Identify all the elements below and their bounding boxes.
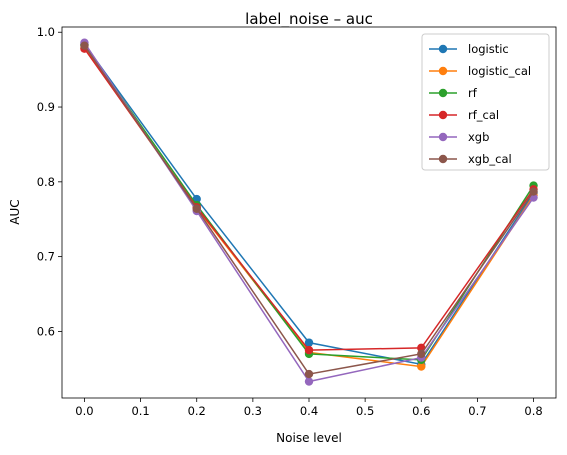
legend-item: rf_cal [429,108,499,122]
legend-swatch-marker [438,44,448,54]
legend-swatch-marker [438,154,448,164]
legend-label: xgb_cal [468,152,512,166]
legend-item: logistic [429,42,509,56]
legend-frame [421,33,550,171]
legend-swatch-marker [438,66,448,76]
legend-label: logistic_cal [468,64,531,78]
x-axis-ticks: 0.0 0.1 0.2 0.3 0.4 0.5 0.6 0.7 0.8 [75,398,543,418]
legend-item: xgb [429,130,489,144]
y-tick-label: 0.7 [37,250,55,264]
data-point [304,369,314,379]
chart-title: label_noise – auc [245,10,373,29]
legend-item: rf [429,86,478,100]
x-tick-label: 0.3 [244,404,262,418]
x-tick-label: 0.5 [356,404,374,418]
legend-swatch-marker [438,110,448,120]
data-point [417,362,426,371]
legend-item: xgb_cal [429,152,512,166]
x-tick-label: 0.4 [300,404,318,418]
x-tick-label: 0.0 [75,404,93,418]
legend-swatch-marker [438,132,448,142]
legend-label: rf_cal [468,108,499,122]
legend-label: xgb [468,130,489,144]
x-tick-label: 0.7 [468,404,486,418]
legend-label: rf [468,86,478,100]
x-tick-label: 0.8 [524,404,542,418]
y-tick-label: 0.8 [37,175,55,189]
data-point [304,338,314,347]
legend-label: logistic [468,42,509,56]
series-xgb_cal [80,41,538,379]
y-axis-ticks: 0.6 0.7 0.8 0.9 1.0 [37,25,62,338]
data-point [80,41,89,50]
data-point [304,377,314,386]
data-point [529,187,538,196]
x-tick-label: 0.6 [412,404,430,418]
legend-item: logistic_cal [429,64,531,78]
series-layer [80,38,538,386]
y-tick-label: 0.9 [37,100,55,114]
x-tick-label: 0.1 [131,404,149,418]
y-tick-label: 0.6 [37,324,55,338]
x-tick-label: 0.2 [188,404,206,418]
y-tick-label: 1.0 [37,25,55,39]
data-point [192,204,201,213]
legend-swatch-marker [438,88,448,98]
data-point [417,349,426,359]
x-axis-label: Noise level [276,431,342,445]
y-axis-label: AUC [8,199,22,224]
data-point [304,345,314,355]
